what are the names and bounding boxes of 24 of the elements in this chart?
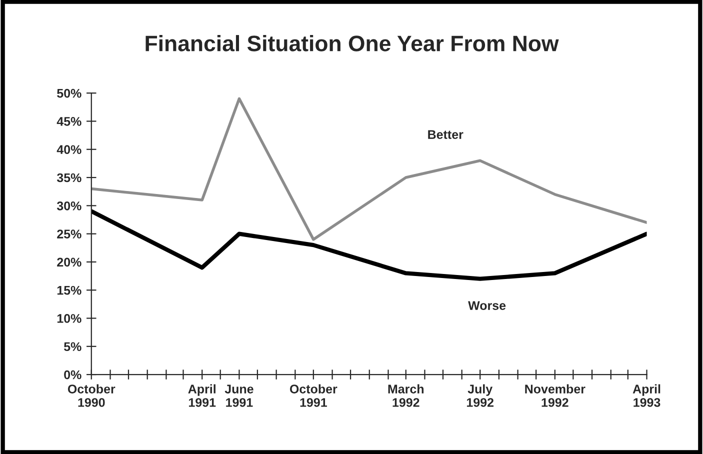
y-tick-label: 45% bbox=[56, 117, 82, 126]
y-tick-label: 35% bbox=[56, 173, 82, 182]
x-tick-label: July 1992 bbox=[466, 384, 494, 407]
y-tick-label: 0% bbox=[64, 370, 82, 380]
x-tick-label: October 1990 bbox=[68, 384, 116, 407]
y-tick-label: 40% bbox=[56, 145, 82, 154]
x-tick-label: April 1991 bbox=[188, 384, 216, 407]
y-tick-label: 5% bbox=[64, 342, 82, 352]
x-tick-label: March 1992 bbox=[388, 384, 424, 407]
y-tick-label: 20% bbox=[57, 258, 82, 267]
x-tick-label: April 1993 bbox=[632, 384, 660, 407]
x-tick-label: June 1991 bbox=[224, 384, 254, 407]
chart-title: Financial Situation One Year From Now bbox=[146, 35, 559, 52]
y-tick-label: 50% bbox=[57, 88, 82, 98]
x-tick-label: October 1991 bbox=[290, 384, 338, 407]
series-label: Worse bbox=[468, 301, 506, 310]
line-series bbox=[91, 97, 647, 241]
y-tick-label: 15% bbox=[57, 286, 82, 295]
series-label: Better bbox=[428, 130, 464, 139]
y-tick-label: 10% bbox=[57, 314, 82, 323]
y-tick-label: 25% bbox=[57, 230, 82, 238]
x-tick-label: November 1992 bbox=[525, 384, 586, 407]
y-tick-label: 30% bbox=[56, 201, 82, 210]
line-series bbox=[91, 209, 647, 281]
